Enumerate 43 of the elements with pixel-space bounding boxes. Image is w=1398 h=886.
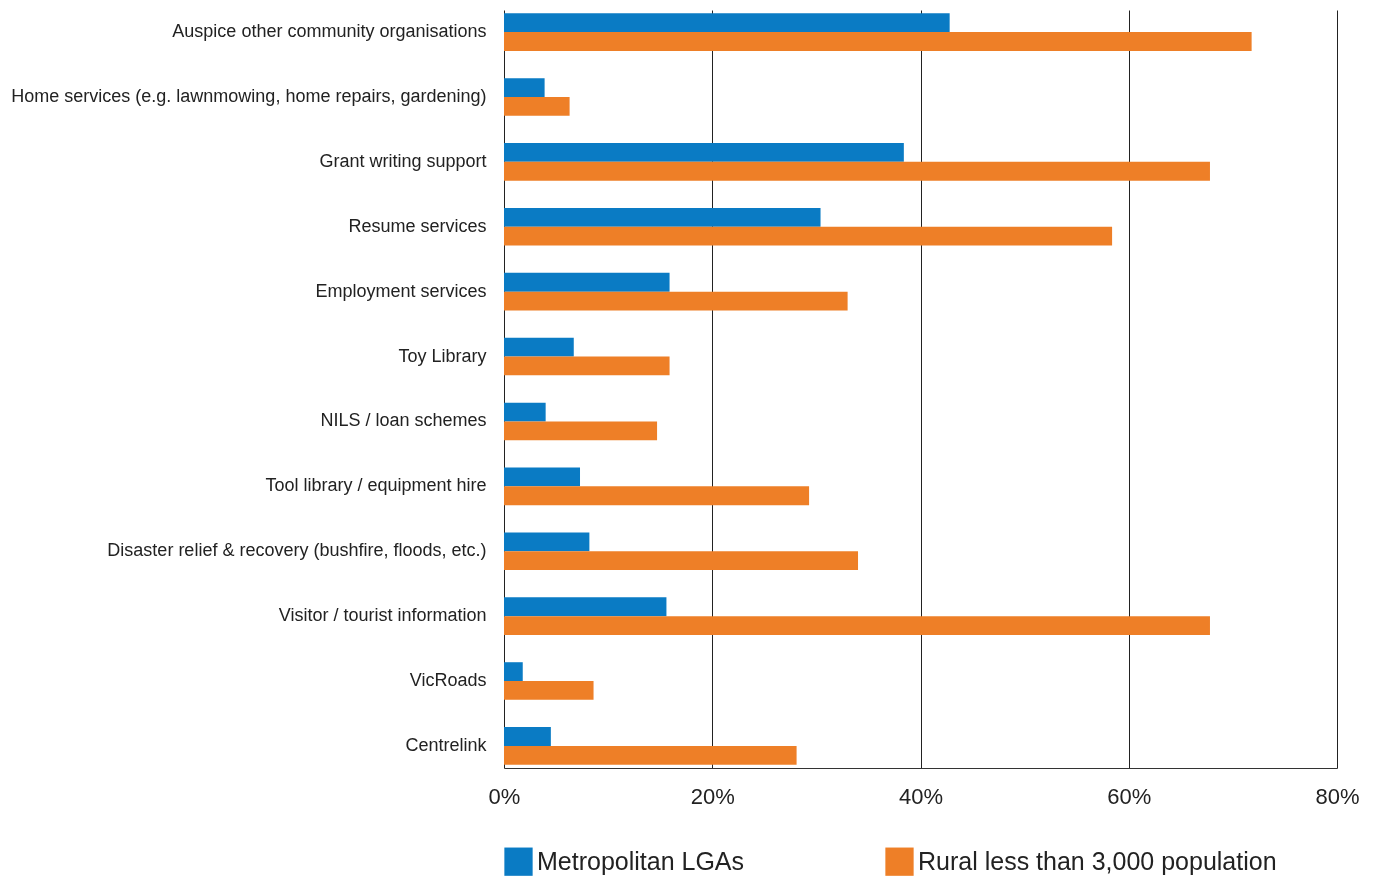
bar	[504, 597, 667, 617]
bar	[504, 616, 1210, 635]
y-tick-label: Grant writing support	[319, 150, 487, 171]
bar	[504, 662, 523, 682]
bar	[504, 745, 797, 765]
y-tick-label: Centrelink	[405, 734, 488, 755]
bar	[504, 337, 574, 357]
legend-label: Rural less than 3,000 population	[918, 846, 1277, 875]
x-tick-label: 80%	[1315, 783, 1360, 809]
y-tick-label: NILS / loan schemes	[320, 410, 487, 431]
x-tick-label: 20%	[690, 783, 735, 809]
bar	[504, 681, 594, 700]
x-tick-label: 40%	[898, 783, 944, 809]
bar	[504, 486, 810, 506]
bar	[504, 78, 545, 97]
bar	[504, 551, 859, 571]
y-tick-label: Visitor / tourist information	[278, 605, 487, 626]
bar	[504, 96, 570, 116]
bar	[504, 291, 848, 311]
y-tick-label: Toy Library	[398, 345, 487, 366]
bar	[504, 532, 590, 552]
bar	[504, 207, 821, 227]
x-tick-label: 60%	[1107, 783, 1152, 809]
bar	[504, 226, 1113, 246]
y-tick-label: Tool library / equipment hire	[265, 475, 487, 496]
bar	[504, 161, 1210, 181]
bar	[504, 727, 551, 746]
y-tick-label: Disaster relief & recovery (bushfire, floods, etc.)	[107, 540, 487, 561]
bar	[504, 467, 581, 487]
bar	[504, 13, 950, 33]
bar	[504, 421, 658, 441]
legend-label: Metropolitan LGAs	[537, 846, 745, 875]
bar	[504, 272, 670, 292]
x-tick-label: 0%	[488, 783, 521, 809]
bar	[504, 32, 1252, 51]
y-tick-label: Home services (e.g. lawnmowing, home repairs, gardening)	[11, 85, 487, 106]
y-tick-label: Employment services	[315, 280, 487, 301]
bar	[504, 402, 546, 422]
y-tick-label: Auspice other community organisations	[172, 21, 487, 42]
bar	[504, 143, 904, 162]
y-tick-label: Resume services	[348, 215, 487, 236]
y-tick-label: VicRoads	[409, 670, 487, 691]
bar	[504, 356, 670, 376]
